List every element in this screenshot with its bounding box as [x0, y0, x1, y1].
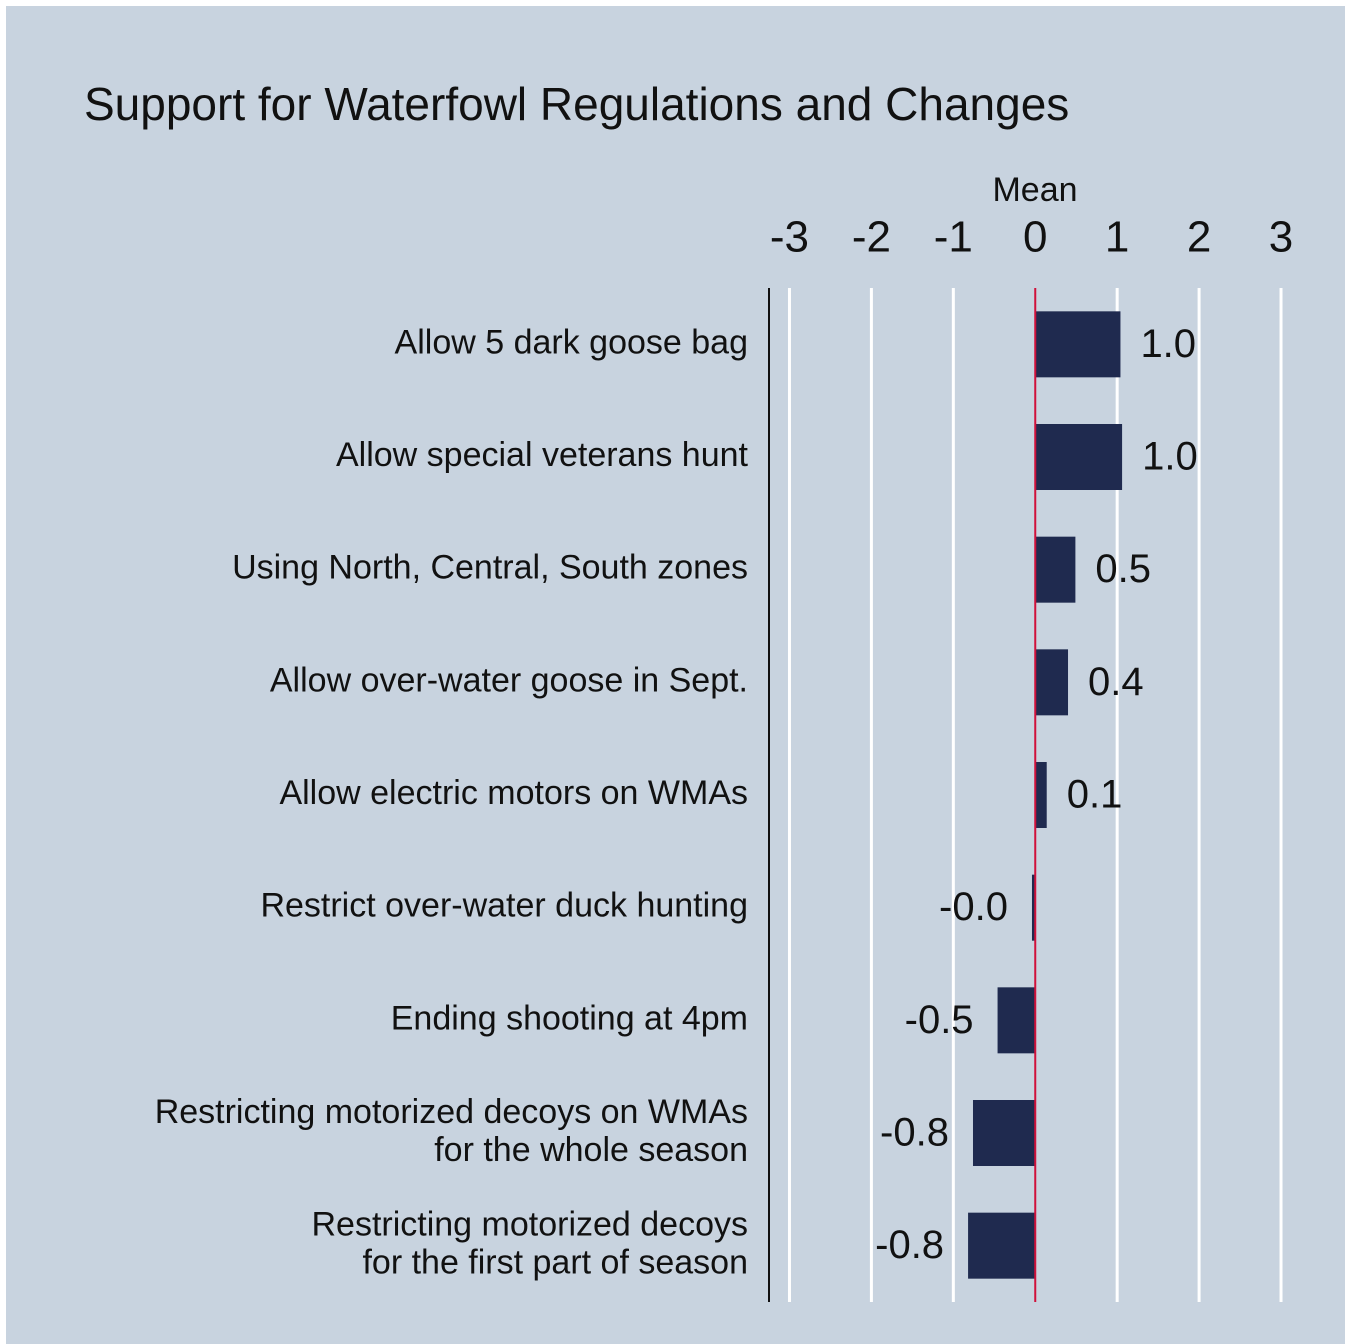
bar	[968, 1212, 1036, 1279]
value-label: 1.0	[1140, 322, 1196, 366]
chart-title: Support for Waterfowl Regulations and Ch…	[84, 78, 1069, 130]
bar	[997, 987, 1036, 1054]
bar	[1031, 874, 1036, 941]
y-tick-label: Ending shooting at 4pm	[391, 999, 748, 1037]
value-label: -0.8	[880, 1111, 949, 1155]
y-tick-label: Allow 5 dark goose bag	[395, 323, 748, 361]
value-label: 0.1	[1067, 773, 1123, 817]
x-tick-label: -2	[852, 213, 891, 262]
bar	[1035, 762, 1047, 828]
y-tick-label: Allow over-water goose in Sept.	[270, 661, 748, 699]
background	[6, 6, 1345, 1344]
y-tick-label: Restricting motorized decoys for the firs…	[311, 1206, 748, 1282]
bar	[1035, 424, 1123, 490]
bar	[1035, 536, 1076, 603]
value-label: -0.8	[875, 1223, 944, 1267]
value-label: 1.0	[1142, 435, 1198, 479]
y-tick-label: Allow electric motors on WMAs	[279, 774, 748, 812]
value-label: 0.4	[1088, 660, 1144, 704]
value-label: -0.0	[939, 885, 1008, 929]
x-tick-label: 3	[1269, 213, 1293, 262]
y-tick-label: Restrict over-water duck hunting	[260, 887, 748, 925]
x-axis-label: Mean	[992, 171, 1077, 209]
value-label: 0.5	[1095, 547, 1151, 591]
bar	[1035, 649, 1069, 716]
bar	[1035, 311, 1121, 378]
y-tick-label: Using North, Central, South zones	[232, 549, 748, 587]
x-tick-label: 0	[1023, 213, 1047, 262]
x-tick-label: 2	[1187, 213, 1211, 262]
value-label: -0.5	[905, 998, 974, 1042]
x-tick-label: -3	[770, 213, 809, 262]
bar	[972, 1100, 1036, 1166]
x-tick-label: -1	[934, 213, 973, 262]
x-tick-label: 1	[1105, 213, 1129, 262]
y-tick-label: Restricting motorized decoys on WMAs for …	[155, 1093, 748, 1169]
y-tick-label: Allow special veterans hunt	[336, 436, 749, 474]
